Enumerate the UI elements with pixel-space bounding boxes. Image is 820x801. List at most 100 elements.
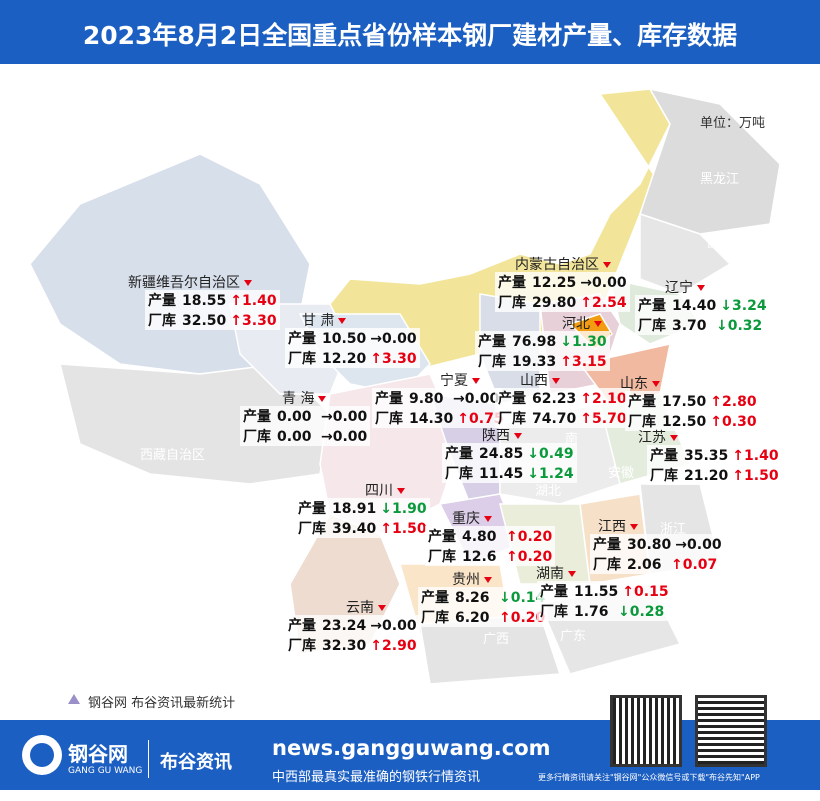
data-row: 厂库 29.80 ↑2.54: [495, 292, 630, 312]
data-row: 厂库 39.40 ↑1.50: [295, 518, 430, 538]
change-arrow: →: [321, 429, 333, 445]
data-row: 产量 62.23 ↑2.10: [495, 388, 630, 408]
brand-en: GANG GU WANG: [68, 766, 143, 776]
value: 18.91: [332, 501, 377, 517]
row-label: 厂库: [148, 313, 176, 329]
data-row: 产量 18.55 ↑1.40: [145, 290, 280, 310]
qr-code: [695, 695, 767, 767]
change-value: 0.28: [629, 604, 665, 620]
row-label: 产量: [650, 448, 678, 464]
row-label: 产量: [540, 584, 568, 600]
footer-bar: [0, 720, 820, 790]
row-label: 厂库: [540, 604, 568, 620]
header-bar: [0, 0, 820, 64]
change-value: 0.20: [517, 549, 553, 565]
data-row: 产量 17.50 ↑2.80: [625, 391, 760, 411]
value: 19.33: [512, 354, 557, 370]
province-name: 内蒙古自治区: [515, 254, 611, 274]
change-value: 3.30: [242, 313, 277, 329]
source-note: 钢谷网 布谷资讯最新统计: [88, 696, 236, 711]
change-value: 1.40: [242, 293, 277, 309]
province-name: 辽宁: [665, 277, 705, 297]
data-row: 产量 9.80 →0.00: [372, 388, 503, 408]
change-value: 2.54: [592, 295, 627, 311]
row-label: 厂库: [593, 557, 621, 573]
province-name: 山东: [620, 373, 660, 393]
data-row: 产量 0.00 →0.00: [240, 406, 371, 426]
change-value: 5.70: [592, 411, 627, 427]
region-label: 广西: [483, 632, 510, 647]
data-row: 厂库 14.30 ↑0.75: [372, 408, 507, 428]
row-label: 产量: [498, 275, 526, 291]
change-value: 0.49: [539, 446, 574, 462]
change-arrow: →: [370, 331, 383, 347]
region-label: 湖北: [535, 484, 562, 499]
change-arrow: ↑: [671, 557, 683, 573]
region-label: 吉林: [706, 236, 733, 251]
change-arrow: ↑: [732, 468, 745, 484]
qr-code: [610, 695, 682, 767]
value: 3.70: [672, 318, 707, 334]
data-row: 厂库 3.70 ↓0.32: [635, 315, 766, 335]
change-arrow: ↑: [710, 414, 723, 430]
value: 11.45: [479, 466, 524, 482]
data-row: 厂库 2.06 ↑0.07: [590, 554, 721, 574]
value: 2.06: [627, 557, 662, 573]
data-row: 厂库 12.20 ↑3.30: [285, 348, 420, 368]
value: 21.20: [684, 468, 729, 484]
row-label: 产量: [445, 446, 473, 462]
follow-note: 更多行情资讯请关注"钢谷网"公众微信号或下载"布谷先知"APP: [538, 773, 760, 782]
value: 11.55: [574, 584, 619, 600]
province-name: 山西: [520, 370, 560, 390]
change-value: 1.30: [572, 334, 607, 350]
row-label: 产量: [148, 293, 176, 309]
province-name: 重庆: [452, 508, 492, 528]
row-label: 厂库: [375, 411, 403, 427]
row-label: 产量: [298, 501, 326, 517]
value: 62.23: [532, 391, 577, 407]
region-label: 安徽: [608, 466, 635, 481]
region-label: 广东: [560, 629, 587, 644]
slogan: 中西部最真实最准确的钢铁行情资讯: [272, 770, 481, 785]
change-value: 3.15: [572, 354, 607, 370]
change-arrow: ↑: [380, 521, 393, 537]
change-value: 0.00: [332, 409, 368, 425]
row-label: 厂库: [243, 429, 271, 445]
data-row: 产量 76.98 ↓1.30: [475, 331, 610, 351]
value: 12.25: [532, 275, 577, 291]
value: 6.20: [455, 610, 490, 626]
change-arrow: ↑: [580, 411, 593, 427]
change-arrow: ↓: [716, 318, 728, 334]
data-row: 产量 18.91 ↓1.90: [295, 498, 430, 518]
change-value: 0.00: [382, 331, 417, 347]
row-label: 产量: [628, 394, 656, 410]
data-row: 厂库 6.20 ↑0.20: [418, 607, 549, 627]
value: 74.70: [532, 411, 577, 427]
row-label: 厂库: [298, 521, 326, 537]
value: 76.98: [512, 334, 557, 350]
change-arrow: ↑: [457, 411, 470, 427]
data-row: 厂库 32.50 ↑3.30: [145, 310, 280, 330]
change-value: 0.20: [510, 610, 546, 626]
data-row: 产量 12.25 →0.00: [495, 272, 630, 292]
unit: 单位：万吨: [700, 116, 766, 131]
province-name: 河北: [562, 313, 602, 333]
url: news.gangguwang.com: [272, 736, 551, 760]
change-arrow: ↓: [720, 298, 733, 314]
value: 9.80: [409, 391, 444, 407]
value: 12.50: [662, 414, 707, 430]
change-arrow: →: [580, 275, 593, 291]
change-value: 2.10: [592, 391, 627, 407]
change-arrow: ↑: [506, 549, 518, 565]
change-value: 3.24: [732, 298, 767, 314]
change-value: 0.75: [469, 411, 504, 427]
change-arrow: ↑: [732, 448, 745, 464]
row-label: 厂库: [628, 414, 656, 430]
change-value: 0.20: [517, 529, 553, 545]
brand: 钢谷网: [68, 742, 128, 766]
value: 1.76: [574, 604, 609, 620]
data-row: 厂库 12.6 ↑0.20: [425, 546, 556, 566]
data-row: 厂库 74.70 ↑5.70: [495, 408, 630, 428]
change-value: 0.00: [687, 537, 722, 553]
change-arrow: ↑: [370, 351, 383, 367]
